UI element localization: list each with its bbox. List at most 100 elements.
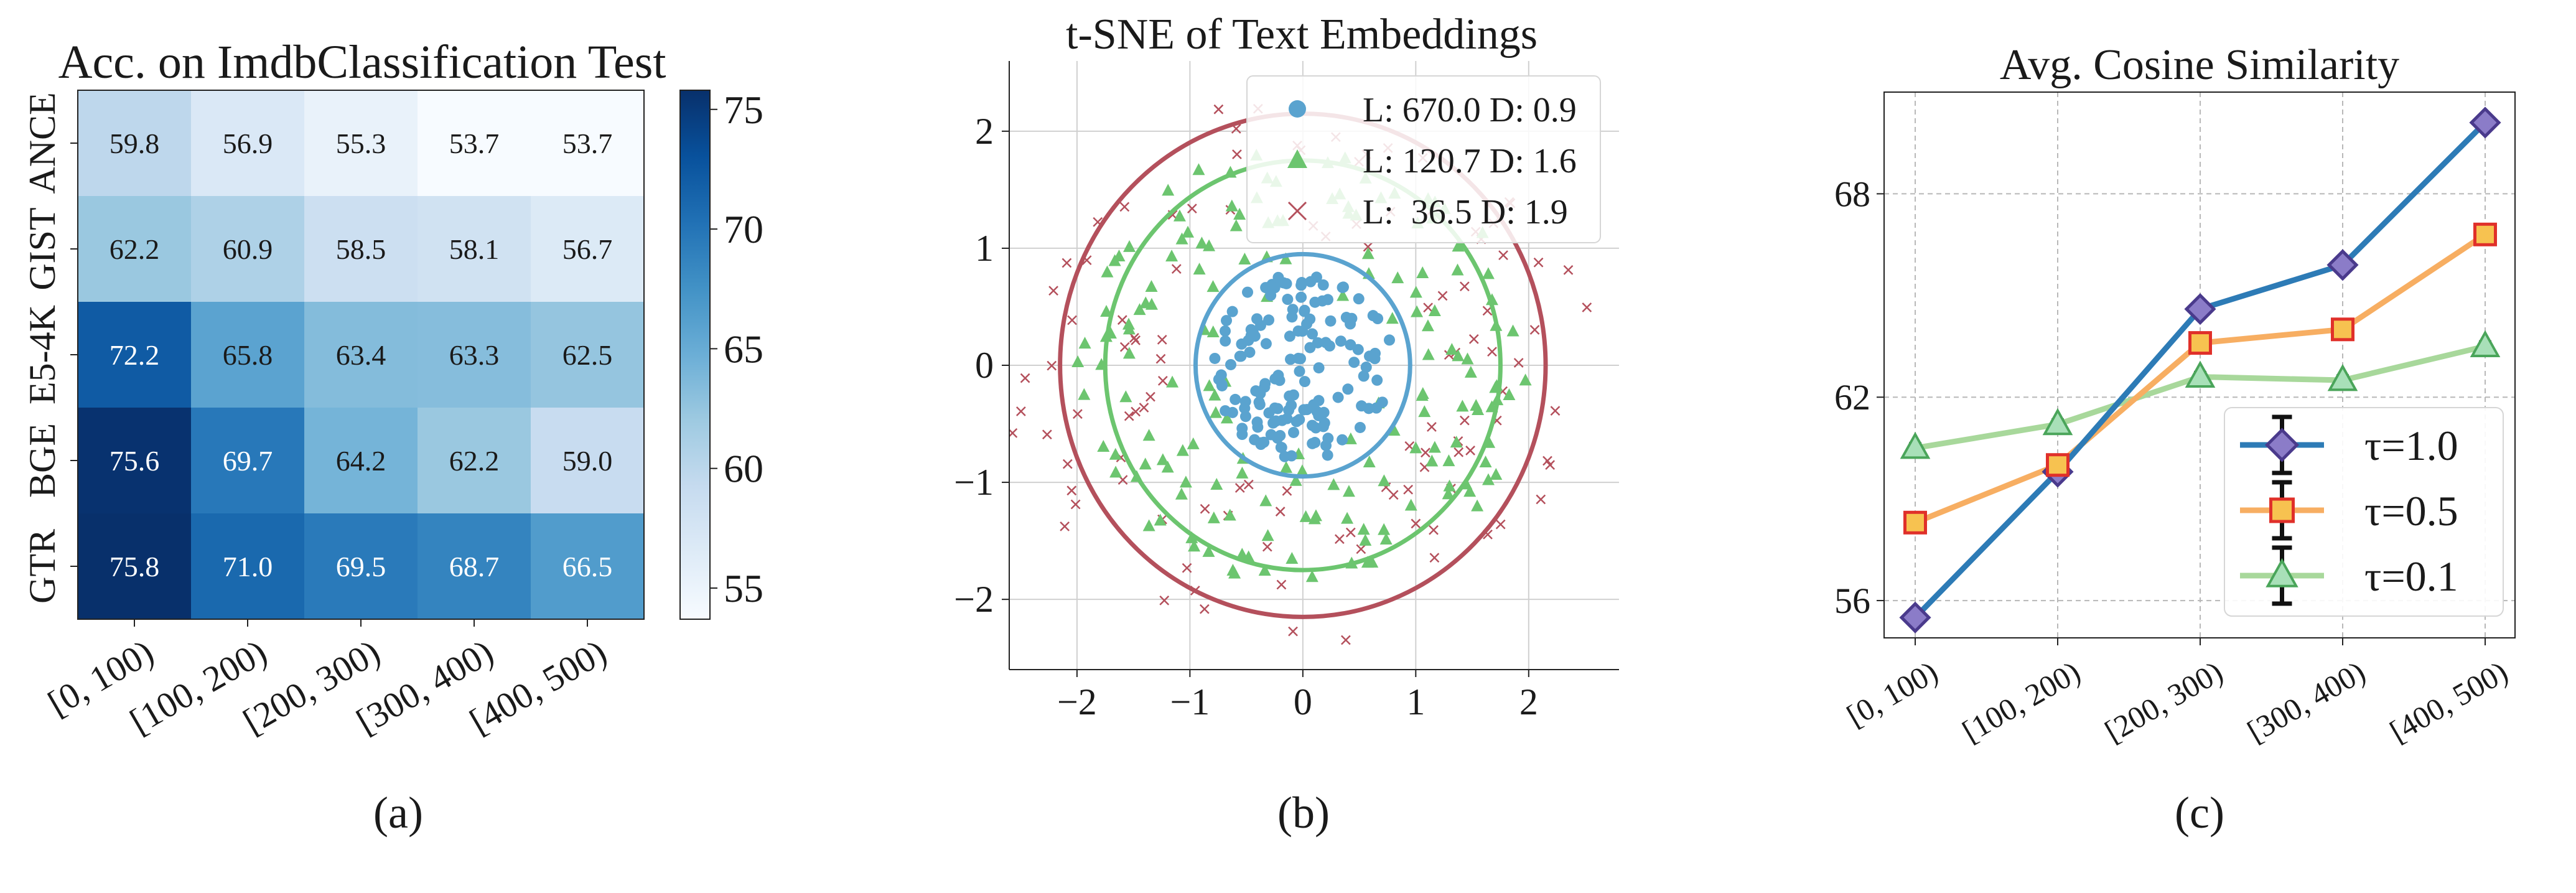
- colorbar-tick-label: 75: [724, 88, 763, 132]
- line-point: [2326, 249, 2359, 281]
- scatter-point-triangle: [1416, 266, 1429, 278]
- heatmap-cell: [531, 90, 645, 197]
- scatter-point-circle: [1221, 315, 1233, 327]
- scatter-point-circle: [1322, 449, 1333, 461]
- heatmap-cell-label: 69.7: [223, 445, 273, 477]
- heatmap-row-labels: ANCE GIST E5-4K BGE GTR: [22, 92, 78, 604]
- scatter-point-circle: [1236, 423, 1248, 434]
- scatter-point-triangle: [1233, 208, 1246, 220]
- line-point: [2185, 360, 2216, 388]
- scatter-point-x: [1582, 302, 1592, 312]
- colorbar-tick-label: 65: [724, 327, 763, 371]
- line-legend-box: [2224, 407, 2504, 617]
- scatter-point-triangle: [1416, 389, 1429, 401]
- scatter-point-x: [1048, 286, 1058, 296]
- scatter-point-triangle: [1451, 263, 1464, 276]
- scatter-point-triangle: [1123, 240, 1136, 252]
- line-legend: τ=1.0 τ=0.5 τ=0.1: [2224, 407, 2504, 617]
- legend-marker: [2264, 428, 2300, 462]
- scatter-point-triangle: [1109, 465, 1122, 478]
- colorbar: [679, 90, 711, 620]
- scatter-point-triangle: [1101, 265, 1114, 278]
- scatter-point-triangle: [1142, 519, 1155, 531]
- scatter-point-circle: [1309, 296, 1321, 308]
- line-point: [1900, 431, 1931, 459]
- scatter-point-triangle: [1445, 343, 1458, 355]
- scatter-point-circle: [1263, 314, 1275, 326]
- line-x-tick-label: [400, 500): [2384, 654, 2513, 749]
- scatter-point-circle: [1254, 388, 1266, 400]
- scatter-point-triangle: [1442, 454, 1455, 467]
- heatmap-cell: [418, 513, 531, 620]
- scatter-legend: L: 670.0 D: 0.9 L: 120.7 D: 1.6 L: 36.5 D:…: [1246, 75, 1601, 243]
- scatter-point-triangle: [1154, 513, 1167, 526]
- scatter-point-triangle: [1450, 436, 1463, 448]
- scatter-point-x: [1459, 281, 1470, 292]
- legend-label: τ=0.5: [2364, 487, 2458, 535]
- scatter-point-circle: [1239, 411, 1251, 423]
- scatter-point-triangle: [1142, 429, 1155, 441]
- heatmap-cell: [78, 90, 192, 197]
- scatter-point-x: [1066, 485, 1077, 496]
- heatmap-cell-label: 56.7: [562, 233, 613, 265]
- colorbar-tick-label: 60: [724, 447, 763, 491]
- scatter-point-triangle: [1206, 325, 1220, 337]
- scatter-point-triangle: [1071, 355, 1085, 367]
- scatter-point-triangle: [1506, 324, 1519, 337]
- caption-c: (c): [2175, 788, 2224, 838]
- legend-marker: [2269, 497, 2295, 523]
- scatter-point-triangle: [1209, 406, 1222, 418]
- line-x-tick-label: [100, 200): [1956, 654, 2086, 749]
- scatter-point-x: [1119, 202, 1130, 212]
- scatter-point-x: [1550, 406, 1561, 416]
- scatter-point-triangle: [1193, 263, 1206, 275]
- line-x-tick-label: [0, 100): [1841, 654, 1943, 734]
- scatter-point-triangle: [1479, 456, 1492, 468]
- scatter-point-triangle: [1166, 375, 1179, 388]
- scatter-point-circle: [1284, 330, 1295, 342]
- scatter-point-triangle: [1463, 485, 1477, 497]
- scatter-y-tick-label: 2: [975, 111, 994, 152]
- line-point: [2473, 222, 2497, 246]
- heatmap-cell-label: 68.7: [449, 551, 500, 582]
- heatmap-cell: [191, 90, 305, 197]
- scatter-point-circle: [1245, 324, 1257, 335]
- scatter-point-circle: [1304, 342, 1316, 353]
- scatter-point-circle: [1270, 415, 1282, 427]
- scatter-point-circle: [1354, 421, 1366, 433]
- scatter-point-triangle: [1078, 337, 1091, 349]
- heatmap-cell-label: 66.5: [562, 551, 613, 582]
- scatter-point-triangle: [1428, 441, 1441, 453]
- scatter-y-tick-label: −1: [954, 462, 994, 503]
- scatter-point-circle: [1263, 407, 1275, 419]
- heatmap-title: Acc. on ImdbClassification Test: [58, 36, 666, 88]
- scatter-point-triangle: [1357, 523, 1370, 535]
- scatter-y-tick-label: 0: [975, 345, 994, 386]
- scatter-point-triangle: [1206, 280, 1220, 292]
- scatter-point-circle: [1255, 439, 1267, 451]
- scatter-point-circle: [1260, 338, 1272, 350]
- scatter-point-triangle: [1179, 475, 1192, 488]
- heatmap-cell-label: 62.2: [449, 445, 500, 477]
- scatter-point-triangle: [1109, 447, 1122, 460]
- scatter-point-circle: [1371, 374, 1383, 386]
- scatter-point-triangle: [1428, 304, 1441, 317]
- scatter-point-triangle: [1286, 551, 1299, 564]
- scatter-point-circle: [1348, 357, 1360, 368]
- scatter-point-triangle: [1366, 556, 1379, 568]
- scatter-point-circle: [1259, 378, 1271, 390]
- scatter-point-circle: [1358, 370, 1370, 382]
- scatter-point-circle: [1287, 426, 1299, 438]
- scatter-point-triangle: [1421, 319, 1434, 332]
- scatter-point-x: [1421, 447, 1430, 458]
- line-point: [2470, 330, 2501, 357]
- scatter-point-x: [1276, 579, 1287, 590]
- scatter-point-x: [1356, 544, 1366, 554]
- scatter-point-x: [1437, 291, 1448, 301]
- scatter-point-circle: [1306, 419, 1318, 431]
- scatter-point-x: [1411, 518, 1421, 529]
- scatter-point-triangle: [1187, 437, 1200, 449]
- line-point: [1903, 510, 1927, 535]
- line-y-tick-label: 62: [1834, 377, 1870, 418]
